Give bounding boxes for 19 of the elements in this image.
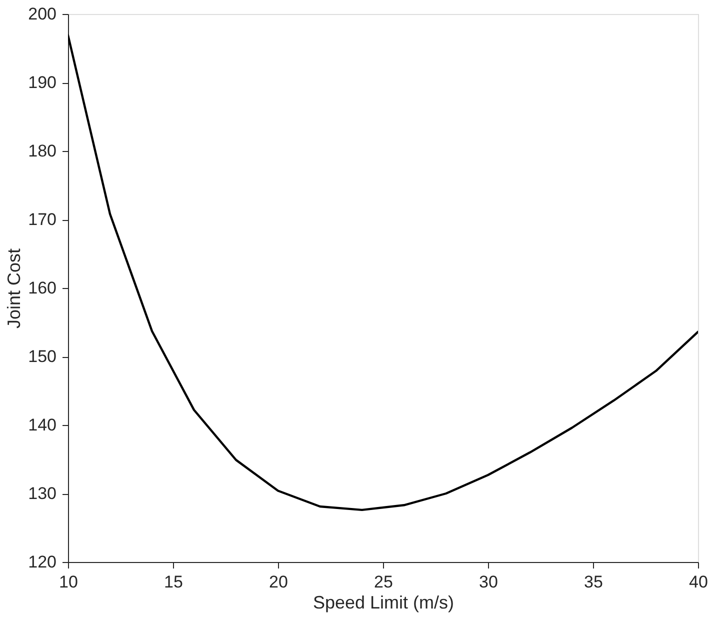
x-tick-label: 30 [479,572,498,592]
y-tick-label: 200 [28,4,56,24]
x-axis-title: Speed Limit (m/s) [312,592,454,612]
y-tick-label: 170 [28,210,56,229]
x-tick-label: 35 [584,572,603,592]
y-axis-title: Joint Cost [4,248,24,329]
x-tick-label: 40 [689,572,708,592]
y-tick-label: 130 [28,484,56,503]
y-tick-label: 120 [28,552,56,572]
y-tick-label: 140 [28,416,56,434]
x-tick-label: 25 [374,572,393,592]
line-series [68,34,698,512]
x-tick-label: 20 [269,572,288,592]
y-tick-label: 150 [28,347,56,366]
y-tick-label: 160 [28,278,56,298]
y-tick-label: 190 [28,73,56,92]
x-tick-label: 15 [164,572,183,592]
x-tick-label: 10 [59,572,78,592]
y-tick-label: 180 [28,142,56,160]
